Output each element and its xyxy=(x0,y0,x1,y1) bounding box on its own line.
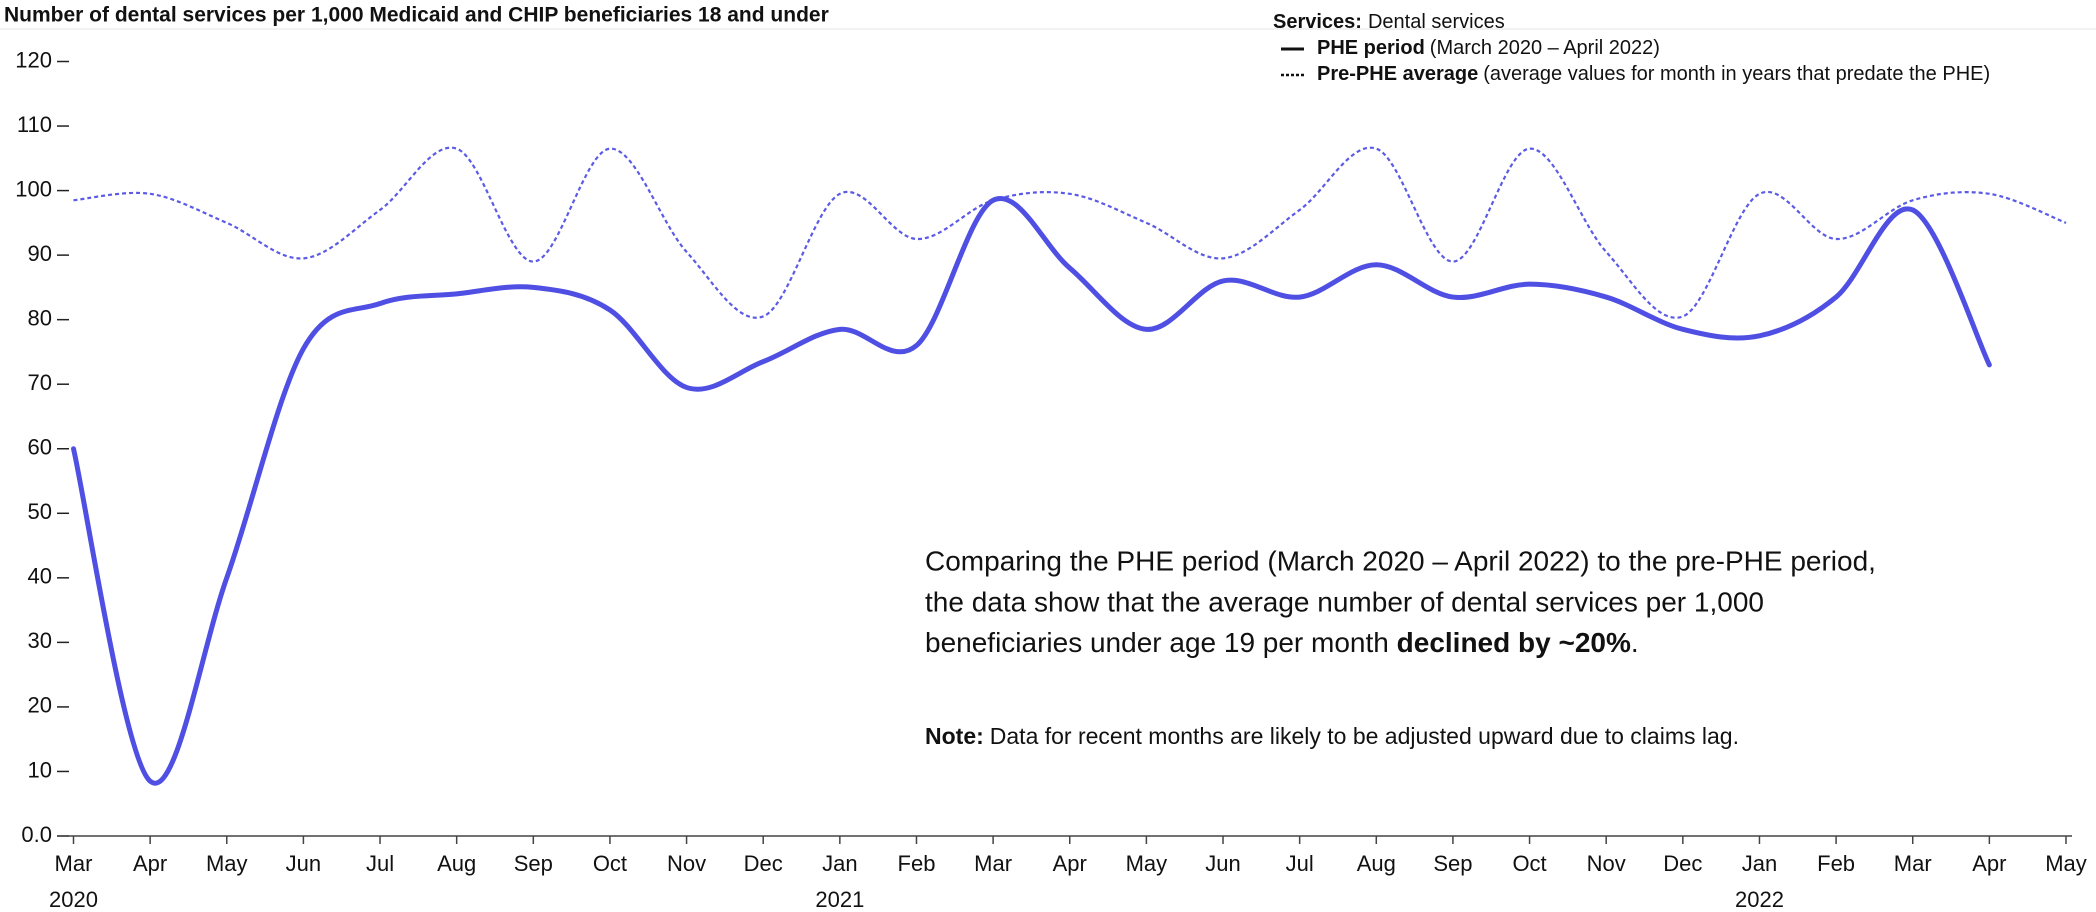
x-tick-label: Nov xyxy=(667,851,706,876)
x-tick-label: Nov xyxy=(1587,851,1626,876)
x-tick-label: Sep xyxy=(1433,851,1472,876)
x-tick-label: Jan xyxy=(822,851,857,876)
annotation-part: declined by ~20% xyxy=(1397,627,1631,658)
x-tick-label: Jul xyxy=(366,851,394,876)
x-tick-label: Dec xyxy=(744,851,783,876)
x-tick-label: Sep xyxy=(514,851,553,876)
x-tick-label: Apr xyxy=(1972,851,2006,876)
legend-description: (March 2020 – April 2022) xyxy=(1430,37,1660,59)
x-tick-label: Aug xyxy=(437,851,476,876)
series-line xyxy=(73,146,2067,319)
legend-description: (average values for month in years that … xyxy=(1483,63,1990,85)
y-tick-label: 90 xyxy=(28,241,52,266)
x-tick-label: May xyxy=(2045,851,2087,876)
series-line xyxy=(71,195,1992,786)
x-tick-label: Dec xyxy=(1663,851,1702,876)
x-tick-label: Jun xyxy=(286,851,321,876)
annotation-part: beneficiaries under age 19 per month xyxy=(925,627,1397,658)
legend-subtitle: Dental services xyxy=(1368,11,1505,33)
y-tick-label: 40 xyxy=(28,564,52,589)
annotation-line: beneficiaries under age 19 per month dec… xyxy=(925,627,1639,658)
annotation-part: . xyxy=(1631,627,1639,658)
note-text: Data for recent months are likely to be … xyxy=(990,723,1739,749)
y-tick-label: 120 xyxy=(15,47,52,72)
x-year-label: 2020 xyxy=(49,887,98,912)
x-tick-label: Jun xyxy=(1205,851,1240,876)
y-tick-label: 0.0 xyxy=(21,822,52,847)
y-tick-label: 20 xyxy=(28,693,52,718)
y-tick-label: 30 xyxy=(28,628,52,653)
y-tick-label: 110 xyxy=(17,112,52,137)
legend-entry: Pre-PHE average (average values for month… xyxy=(1317,63,1990,85)
y-tick-label: 70 xyxy=(28,370,52,395)
annotation-line: Comparing the PHE period (March 2020 – A… xyxy=(925,545,1876,576)
note-label: Note: xyxy=(925,723,984,749)
y-tick-label: 80 xyxy=(28,305,52,330)
x-tick-label: Apr xyxy=(133,851,167,876)
x-tick-label: Aug xyxy=(1357,851,1396,876)
x-tick-label: May xyxy=(206,851,248,876)
x-tick-label: Apr xyxy=(1053,851,1087,876)
legend-entry: PHE period (March 2020 – April 2022) xyxy=(1317,37,1660,59)
x-year-label: 2022 xyxy=(1735,887,1784,912)
y-tick-label: 60 xyxy=(28,435,52,460)
x-tick-label: Mar xyxy=(1894,851,1932,876)
legend-name: Pre-PHE average xyxy=(1317,63,1478,85)
x-tick-label: Mar xyxy=(55,851,93,876)
legend-title-label: Services: xyxy=(1273,11,1362,33)
y-tick-label: 50 xyxy=(28,499,52,524)
annotation-line: the data show that the average number of… xyxy=(925,586,1764,617)
x-tick-label: Jan xyxy=(1742,851,1777,876)
x-tick-label: Oct xyxy=(593,851,627,876)
x-tick-label: Feb xyxy=(898,851,936,876)
y-tick-label: 100 xyxy=(15,176,52,201)
x-tick-label: Mar xyxy=(974,851,1012,876)
x-tick-label: Oct xyxy=(1512,851,1546,876)
y-tick-label: 10 xyxy=(28,757,52,782)
x-tick-label: Jul xyxy=(1286,851,1314,876)
legend-name: PHE period xyxy=(1317,37,1425,59)
x-tick-label: Feb xyxy=(1817,851,1855,876)
note: Note: Data for recent months are likely t… xyxy=(925,723,1739,749)
legend-title: Services: Dental services xyxy=(1273,11,1505,33)
chart-title: Number of dental services per 1,000 Medi… xyxy=(4,4,829,27)
x-year-label: 2021 xyxy=(815,887,864,912)
x-tick-label: May xyxy=(1126,851,1168,876)
